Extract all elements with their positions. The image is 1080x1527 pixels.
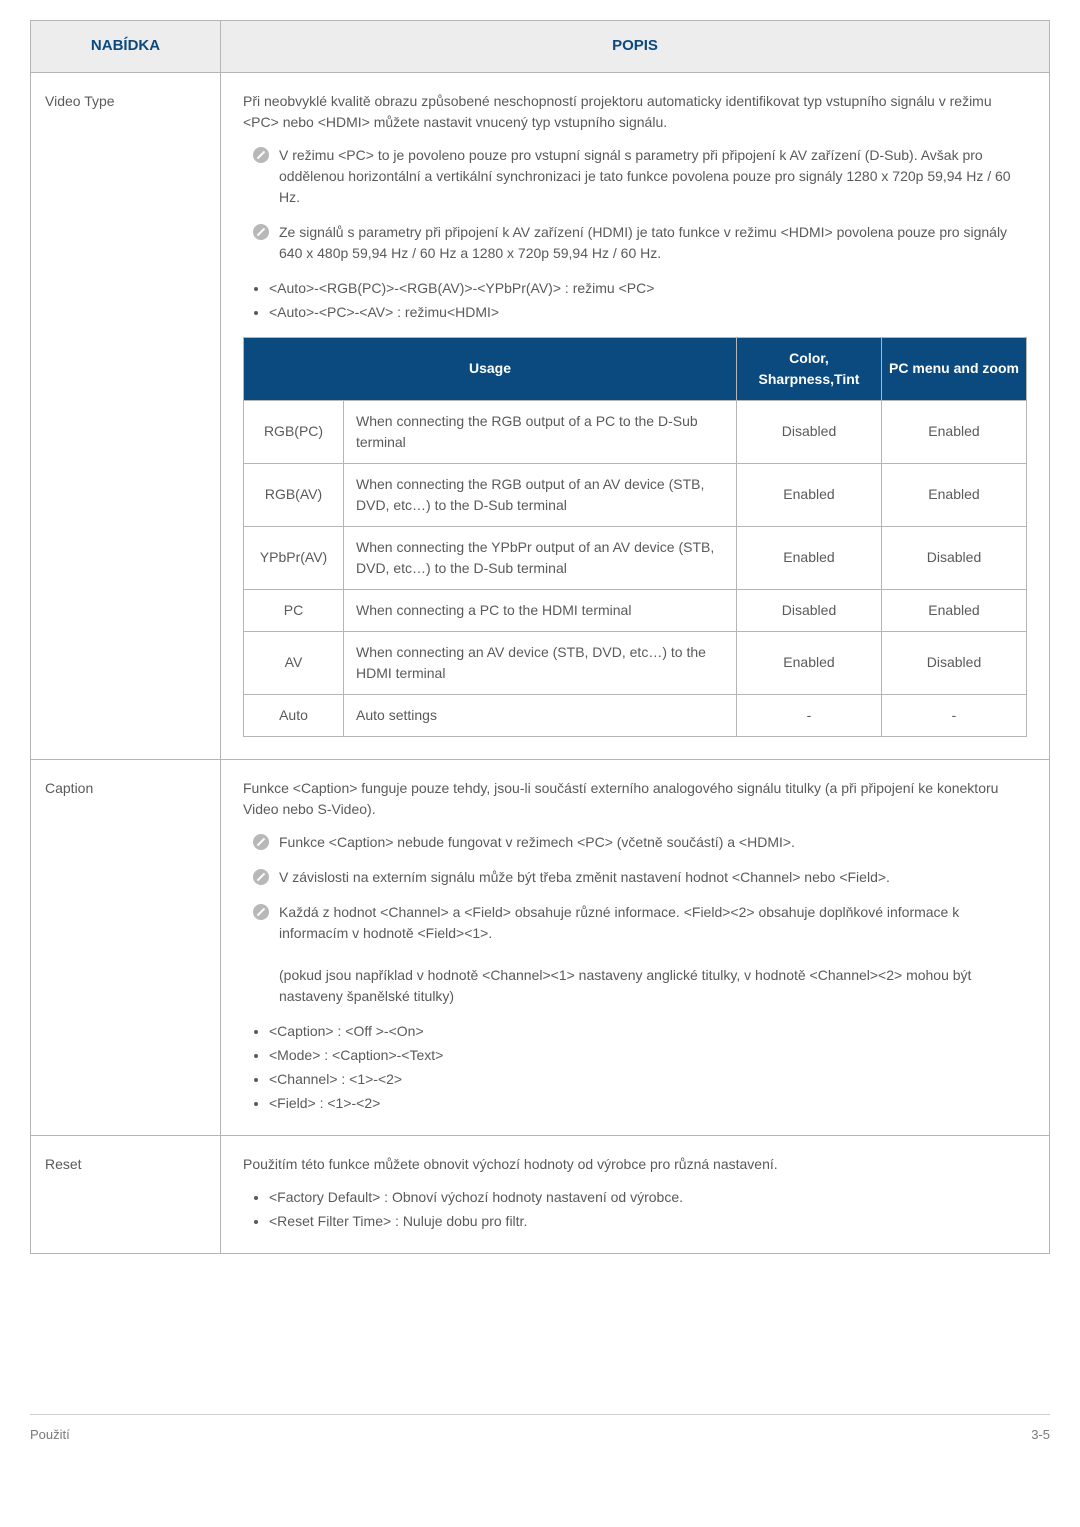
note-text: Ze signálů s parametry při připojení k A… — [279, 222, 1027, 264]
table-row: AV When connecting an AV device (STB, DV… — [244, 631, 1027, 694]
row-caption: Caption Funkce <Caption> funguje pouze t… — [31, 759, 1050, 1135]
note-icon — [253, 224, 269, 240]
cell: RGB(PC) — [244, 400, 344, 463]
cell: - — [882, 694, 1027, 736]
label-caption: Caption — [31, 759, 221, 1135]
cell: - — [737, 694, 882, 736]
color-header: Color, Sharpness,Tint — [737, 337, 882, 400]
desc-video-type: Při neobvyklé kvalitě obrazu způsobené n… — [221, 72, 1050, 759]
footer-page: 3-5 — [1031, 1425, 1050, 1445]
note: Ze signálů s parametry při připojení k A… — [253, 222, 1027, 264]
cell: Enabled — [882, 463, 1027, 526]
cell: AV — [244, 631, 344, 694]
list-item: <Mode> : <Caption>-<Text> — [269, 1045, 1027, 1066]
note-icon — [253, 147, 269, 163]
list-item: <Caption> : <Off >-<On> — [269, 1021, 1027, 1042]
caption-intro: Funkce <Caption> funguje pouze tehdy, js… — [243, 778, 1027, 820]
note-text: Funkce <Caption> nebude fungovat v režim… — [279, 832, 1027, 853]
cell: Disabled — [882, 526, 1027, 589]
note-line: Každá z hodnot <Channel> a <Field> obsah… — [279, 904, 959, 941]
table-header-row: NABÍDKA POPIS — [31, 21, 1050, 73]
label-video-type: Video Type — [31, 72, 221, 759]
note-icon — [253, 869, 269, 885]
video-type-inner-table: Usage Color, Sharpness,Tint PC menu and … — [243, 337, 1027, 737]
footer-section: Použití — [30, 1425, 70, 1445]
list-item: <Auto>-<PC>-<AV> : režimu<HDMI> — [269, 302, 1027, 323]
inner-header-row: Usage Color, Sharpness,Tint PC menu and … — [244, 337, 1027, 400]
col-menu-header: NABÍDKA — [31, 21, 221, 73]
reset-bullets: <Factory Default> : Obnoví výchozí hodno… — [243, 1187, 1027, 1232]
note-line: (pokud jsou například v hodnotě <Channel… — [279, 967, 971, 1004]
note-icon — [253, 904, 269, 920]
cell: Enabled — [882, 589, 1027, 631]
note-text: V režimu <PC> to je povoleno pouze pro v… — [279, 145, 1027, 208]
reset-intro: Použitím této funkce můžete obnovit vých… — [243, 1154, 1027, 1175]
table-row: YPbPr(AV) When connecting the YPbPr outp… — [244, 526, 1027, 589]
note: Každá z hodnot <Channel> a <Field> obsah… — [253, 902, 1027, 1007]
caption-bullets: <Caption> : <Off >-<On> <Mode> : <Captio… — [243, 1021, 1027, 1114]
cell: Disabled — [882, 631, 1027, 694]
list-item: <Auto>-<RGB(PC)>-<RGB(AV)>-<YPbPr(AV)> :… — [269, 278, 1027, 299]
cell: When connecting the YPbPr output of an A… — [344, 526, 737, 589]
note-icon — [253, 834, 269, 850]
table-row: PC When connecting a PC to the HDMI term… — [244, 589, 1027, 631]
list-item: <Field> : <1>-<2> — [269, 1093, 1027, 1114]
settings-table: NABÍDKA POPIS Video Type Při neobvyklé k… — [30, 20, 1050, 1254]
usage-header: Usage — [244, 337, 737, 400]
note: V závislosti na externím signálu může bý… — [253, 867, 1027, 888]
cell: Enabled — [737, 631, 882, 694]
cell: Enabled — [737, 463, 882, 526]
cell: Disabled — [737, 400, 882, 463]
desc-reset: Použitím této funkce můžete obnovit vých… — [221, 1135, 1050, 1253]
cell: PC — [244, 589, 344, 631]
pcmenu-header: PC menu and zoom — [882, 337, 1027, 400]
cell: When connecting a PC to the HDMI termina… — [344, 589, 737, 631]
desc-caption: Funkce <Caption> funguje pouze tehdy, js… — [221, 759, 1050, 1135]
label-reset: Reset — [31, 1135, 221, 1253]
note: V režimu <PC> to je povoleno pouze pro v… — [253, 145, 1027, 208]
video-type-bullets: <Auto>-<RGB(PC)>-<RGB(AV)>-<YPbPr(AV)> :… — [243, 278, 1027, 323]
col-desc-header: POPIS — [221, 21, 1050, 73]
cell: Disabled — [737, 589, 882, 631]
table-row: Auto Auto settings - - — [244, 694, 1027, 736]
list-item: <Factory Default> : Obnoví výchozí hodno… — [269, 1187, 1027, 1208]
cell: Enabled — [737, 526, 882, 589]
cell: Auto — [244, 694, 344, 736]
page-footer: Použití 3-5 — [30, 1414, 1050, 1463]
row-video-type: Video Type Při neobvyklé kvalitě obrazu … — [31, 72, 1050, 759]
cell: When connecting the RGB output of an AV … — [344, 463, 737, 526]
list-item: <Channel> : <1>-<2> — [269, 1069, 1027, 1090]
cell: When connecting an AV device (STB, DVD, … — [344, 631, 737, 694]
table-row: RGB(PC) When connecting the RGB output o… — [244, 400, 1027, 463]
cell: RGB(AV) — [244, 463, 344, 526]
note-text: V závislosti na externím signálu může bý… — [279, 867, 1027, 888]
cell: Enabled — [882, 400, 1027, 463]
video-type-intro: Při neobvyklé kvalitě obrazu způsobené n… — [243, 91, 1027, 133]
list-item: <Reset Filter Time> : Nuluje dobu pro fi… — [269, 1211, 1027, 1232]
note-text: Každá z hodnot <Channel> a <Field> obsah… — [279, 902, 1027, 1007]
cell: When connecting the RGB output of a PC t… — [344, 400, 737, 463]
cell: Auto settings — [344, 694, 737, 736]
row-reset: Reset Použitím této funkce můžete obnovi… — [31, 1135, 1050, 1253]
table-row: RGB(AV) When connecting the RGB output o… — [244, 463, 1027, 526]
cell: YPbPr(AV) — [244, 526, 344, 589]
note: Funkce <Caption> nebude fungovat v režim… — [253, 832, 1027, 853]
